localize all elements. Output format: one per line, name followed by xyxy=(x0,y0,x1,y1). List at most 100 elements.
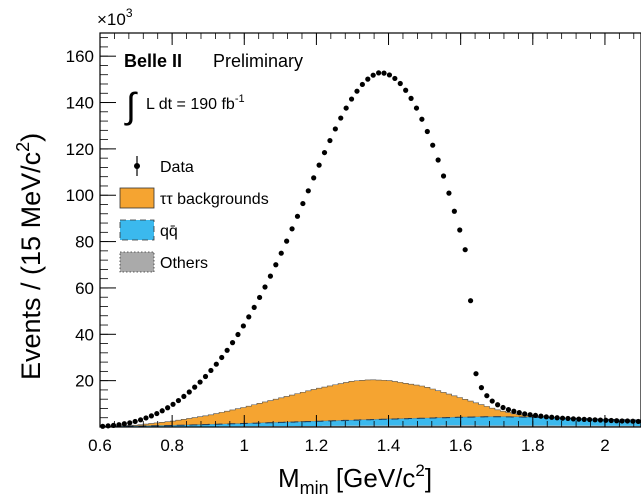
data-point xyxy=(246,314,252,320)
data-point xyxy=(348,96,355,102)
plot-frame xyxy=(99,32,641,428)
y-tick-label: 40 xyxy=(75,325,94,344)
data-point xyxy=(554,415,560,421)
data-point xyxy=(635,418,641,425)
legend-label: Data xyxy=(160,159,194,176)
legend: Data ττ backgrounds qq̄ Others xyxy=(119,156,269,273)
y-tick-label: 80 xyxy=(75,233,94,252)
y-tick-label: 120 xyxy=(66,140,94,159)
data-point xyxy=(327,137,333,144)
data-point xyxy=(440,173,447,179)
data-point xyxy=(478,385,485,391)
data-point xyxy=(289,226,295,232)
legend-label: ττ backgrounds xyxy=(160,191,269,208)
data-point xyxy=(251,304,257,311)
data-point xyxy=(197,379,203,385)
x-tick-label: 1 xyxy=(240,436,249,455)
data-point xyxy=(181,393,187,400)
data-point xyxy=(603,417,609,423)
data-point xyxy=(305,188,311,194)
x-tick-label: 2 xyxy=(600,436,609,455)
data-point xyxy=(127,420,133,426)
data-point xyxy=(365,76,371,82)
legend-label: Others xyxy=(160,255,208,272)
data-point xyxy=(332,126,338,132)
data-point xyxy=(219,354,225,361)
data-point xyxy=(576,416,582,422)
data-point xyxy=(435,157,441,163)
data-point xyxy=(343,105,349,111)
data-point xyxy=(559,415,566,421)
data-point xyxy=(202,373,209,380)
legend-data-marker xyxy=(134,163,140,169)
data-point xyxy=(608,417,614,424)
data-point xyxy=(354,88,360,94)
data-point xyxy=(235,331,241,338)
data-point xyxy=(273,262,279,268)
data-point xyxy=(284,238,290,244)
data-point xyxy=(192,384,198,390)
data-point xyxy=(489,398,495,404)
integral-symbol: ∫ xyxy=(124,85,138,126)
data-point xyxy=(175,397,182,404)
data-point xyxy=(538,413,544,419)
data-point xyxy=(240,323,246,329)
data-point xyxy=(565,415,571,422)
data-point xyxy=(311,175,317,181)
data-point xyxy=(386,72,393,78)
data-point xyxy=(316,162,322,168)
status-label: Preliminary xyxy=(213,51,303,71)
x-tick-label: 0.6 xyxy=(88,436,112,455)
data-point xyxy=(137,417,144,423)
data-point xyxy=(300,200,306,207)
data-point xyxy=(338,115,344,121)
data-point xyxy=(186,389,192,395)
data-point xyxy=(278,250,284,256)
data-point xyxy=(511,408,517,414)
legend-swatch xyxy=(119,187,155,209)
data-point xyxy=(110,422,117,428)
data-point xyxy=(619,418,625,424)
data-point xyxy=(229,340,236,346)
data-point xyxy=(630,418,636,424)
data-point xyxy=(570,416,576,422)
y-tick-label: 160 xyxy=(66,47,94,66)
data-point xyxy=(208,367,214,374)
data-point xyxy=(592,417,598,423)
luminosity-label: L dt = 190 fb-1 xyxy=(146,93,245,113)
x-tick-label: 1.4 xyxy=(377,436,401,455)
data-point xyxy=(376,70,382,76)
data-point xyxy=(527,412,533,418)
data-point xyxy=(516,410,522,416)
data-point xyxy=(257,294,263,301)
data-point xyxy=(148,413,154,419)
data-point xyxy=(132,418,138,425)
y-axis-title: Events / (15 MeV/c2) xyxy=(13,133,46,380)
x-tick-label: 1.2 xyxy=(305,436,329,455)
data-point xyxy=(419,116,425,122)
data-point xyxy=(495,402,501,408)
data-point xyxy=(408,95,414,101)
data-point xyxy=(543,414,549,420)
data-point xyxy=(522,411,528,417)
qqbar-background-fill xyxy=(100,416,641,427)
y-multiplier: ×103 xyxy=(97,6,133,29)
data-point xyxy=(446,190,452,196)
data-point xyxy=(262,284,268,290)
data-point xyxy=(457,227,463,233)
data-point xyxy=(392,75,398,82)
y-tick-label: 60 xyxy=(75,279,94,298)
data-point xyxy=(370,72,376,78)
data-point xyxy=(484,393,490,399)
data-point xyxy=(359,81,365,88)
data-point xyxy=(467,298,474,304)
data-point xyxy=(624,418,631,424)
data-point xyxy=(105,423,111,429)
data-point xyxy=(170,401,176,407)
x-tick-label: 1.8 xyxy=(521,436,545,455)
data-point xyxy=(294,213,301,219)
y-tick-label: 140 xyxy=(66,94,94,113)
data-point xyxy=(267,273,274,279)
x-tick-label: 0.8 xyxy=(160,436,184,455)
